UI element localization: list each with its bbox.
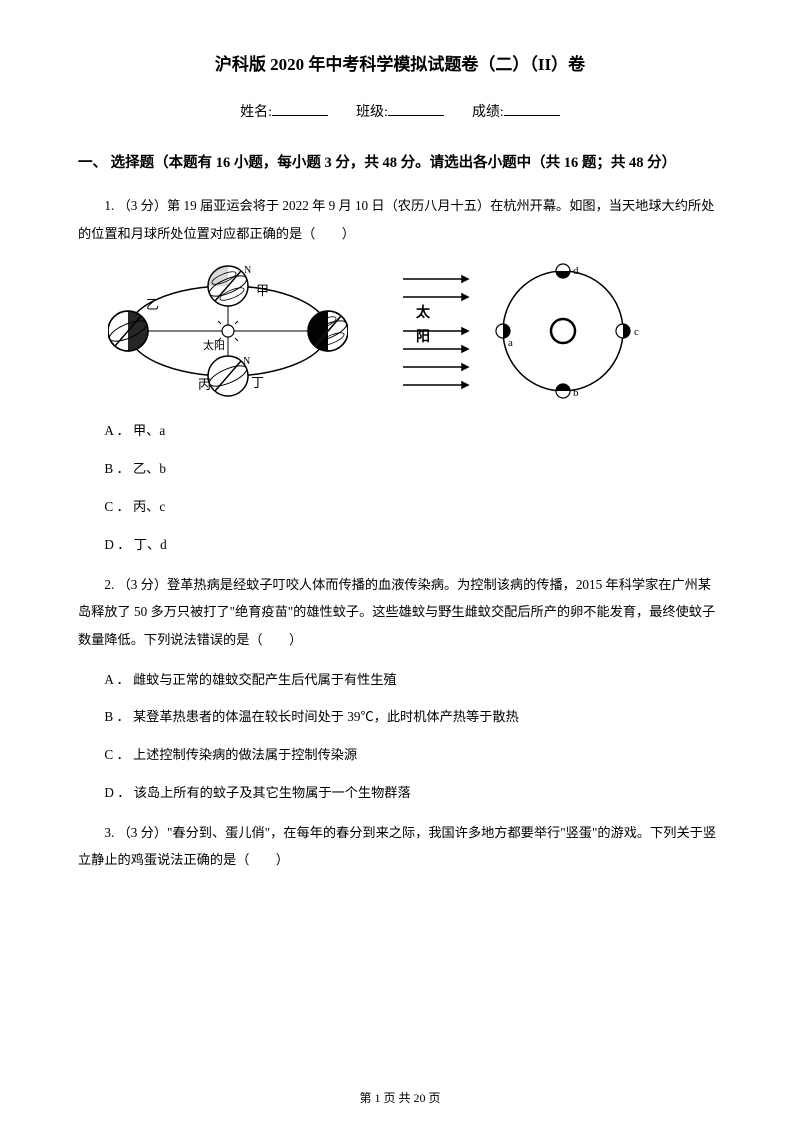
moon-d-label: d	[573, 265, 579, 277]
pos-yi-label: 乙	[146, 297, 159, 312]
name-blank[interactable]	[272, 102, 328, 116]
exam-title: 沪科版 2020 年中考科学模拟试题卷（二）（II）卷	[78, 50, 722, 75]
earth-top: N	[207, 265, 251, 306]
question-3-text: 3. （3 分）"春分到、蛋儿俏"，在每年的春分到来之际，我国许多地方都要举行"…	[78, 819, 722, 874]
class-label: 班级:	[356, 105, 388, 120]
q1-option-c: C ． 丙、c	[78, 495, 722, 519]
score-label: 成绩:	[472, 105, 504, 120]
sun-char1: 太	[416, 304, 431, 321]
pos-ding-label: 丁	[251, 375, 264, 390]
earth-bottom: N	[207, 356, 250, 396]
question-1-diagrams: 太阳 N 甲	[108, 261, 722, 401]
earth-left	[108, 311, 149, 351]
sun-char2: 阳	[416, 329, 430, 345]
moon-a	[496, 324, 510, 338]
question-1-text: 1. （3 分）第 19 届亚运会将于 2022 年 9 月 10 日（农历八月…	[78, 192, 722, 247]
moon-b-label: b	[573, 387, 579, 399]
class-blank[interactable]	[388, 102, 444, 116]
sun-label: 太阳	[203, 339, 225, 352]
section-heading: 一、 选择题（本题有 16 小题，每小题 3 分，共 48 分。请选出各小题中（…	[78, 151, 722, 172]
q1-option-a: A ． 甲、a	[78, 419, 722, 443]
moon-orbit-diagram: 太 阳 a b c d	[398, 261, 658, 401]
question-2-text: 2. （3 分）登革热病是经蚊子叮咬人体而传播的血液传染病。为控制该病的传播，2…	[78, 571, 722, 654]
q2-option-c: C ． 上述控制传染病的做法属于控制传染源	[78, 743, 722, 767]
q2-option-d: D ． 该岛上所有的蚊子及其它生物属于一个生物群落	[78, 781, 722, 805]
moon-c	[616, 324, 630, 338]
pos-bing-label: 丙	[198, 377, 211, 392]
moon-c-label: c	[634, 326, 639, 338]
page-footer: 第 1 页 共 20 页	[0, 1089, 800, 1106]
q1-option-d: D ． 丁、d	[78, 533, 722, 557]
svg-text:N: N	[243, 356, 250, 367]
score-blank[interactable]	[504, 102, 560, 116]
earth-orbit-diagram: 太阳 N 甲	[108, 261, 348, 401]
moon-a-label: a	[508, 337, 513, 349]
sunlight-arrows	[403, 276, 468, 388]
pos-jia-label: 甲	[256, 283, 269, 298]
q2-option-b: B ． 某登革热患者的体温在较长时间处于 39℃，此时机体产热等于散热	[78, 705, 722, 729]
earth-right	[307, 311, 348, 351]
svg-text:N: N	[244, 265, 251, 276]
student-info-line: 姓名: 班级: 成绩:	[78, 101, 722, 121]
moon-b	[556, 384, 570, 398]
moon-d	[556, 264, 570, 278]
name-label: 姓名:	[240, 105, 272, 120]
q2-option-a: A ． 雌蚊与正常的雄蚊交配产生后代属于有性生殖	[78, 668, 722, 692]
q1-option-b: B ． 乙、b	[78, 457, 722, 481]
